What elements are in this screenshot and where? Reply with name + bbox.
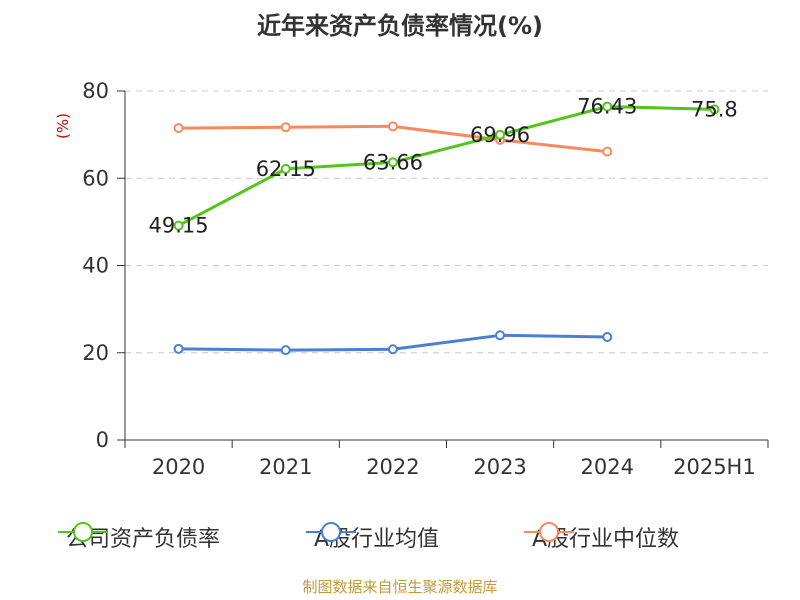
x-tick-label: 2023 [473,455,526,479]
data-label: 76.43 [577,95,637,119]
legend-item-company[interactable]: 公司资产负债率 [58,520,220,554]
data-point-2 [173,123,184,134]
legend-marker-industry-mean [321,522,341,542]
data-point-0 [495,129,506,140]
data-label: 63.66 [363,150,423,174]
legend-marker-industry-median [539,522,559,542]
x-tick-label: 2025H1 [673,455,756,479]
data-point-0 [387,157,398,168]
data-point-1 [495,330,506,341]
data-point-1 [387,344,398,355]
data-point-2 [387,121,398,132]
data-point-0 [709,104,720,115]
data-label: 69.96 [470,123,530,147]
legend-marker-company [73,522,93,542]
legend-item-industry-median[interactable]: A股行业中位数 [524,520,679,554]
source-note: 制图数据来自恒生聚源数据库 [302,578,498,596]
y-tick-label: 0 [96,428,109,452]
legend-swatch-company [58,522,108,542]
data-point-1 [173,343,184,354]
x-tick-label: 2020 [152,455,205,479]
x-tick-label: 2021 [259,455,312,479]
x-tick-label: 2022 [366,455,419,479]
y-tick-label: 60 [82,166,109,190]
data-label: 49.15 [149,214,209,238]
data-point-2 [280,122,291,133]
chart-title: 近年来资产负债率情况(%) [257,12,543,40]
data-label: 62.15 [256,157,316,181]
data-label: 75.8 [691,97,738,121]
data-point-0 [173,220,184,231]
data-point-0 [602,101,613,112]
legend: 公司资产负债率 A股行业均值 A股行业中位数 [0,520,800,554]
data-point-0 [280,163,291,174]
legend-swatch-industry-median [524,522,574,542]
data-point-1 [602,332,613,343]
x-tick-label: 2024 [581,455,634,479]
series-line-0 [177,105,715,227]
data-point-2 [602,146,613,157]
y-tick-label: 20 [82,341,109,365]
legend-item-industry-mean[interactable]: A股行业均值 [306,520,439,554]
y-axis-label: (%) [54,113,72,139]
legend-swatch-industry-mean [306,522,356,542]
data-point-1 [280,345,291,356]
y-tick-label: 80 [82,79,109,103]
y-tick-label: 40 [82,254,109,278]
